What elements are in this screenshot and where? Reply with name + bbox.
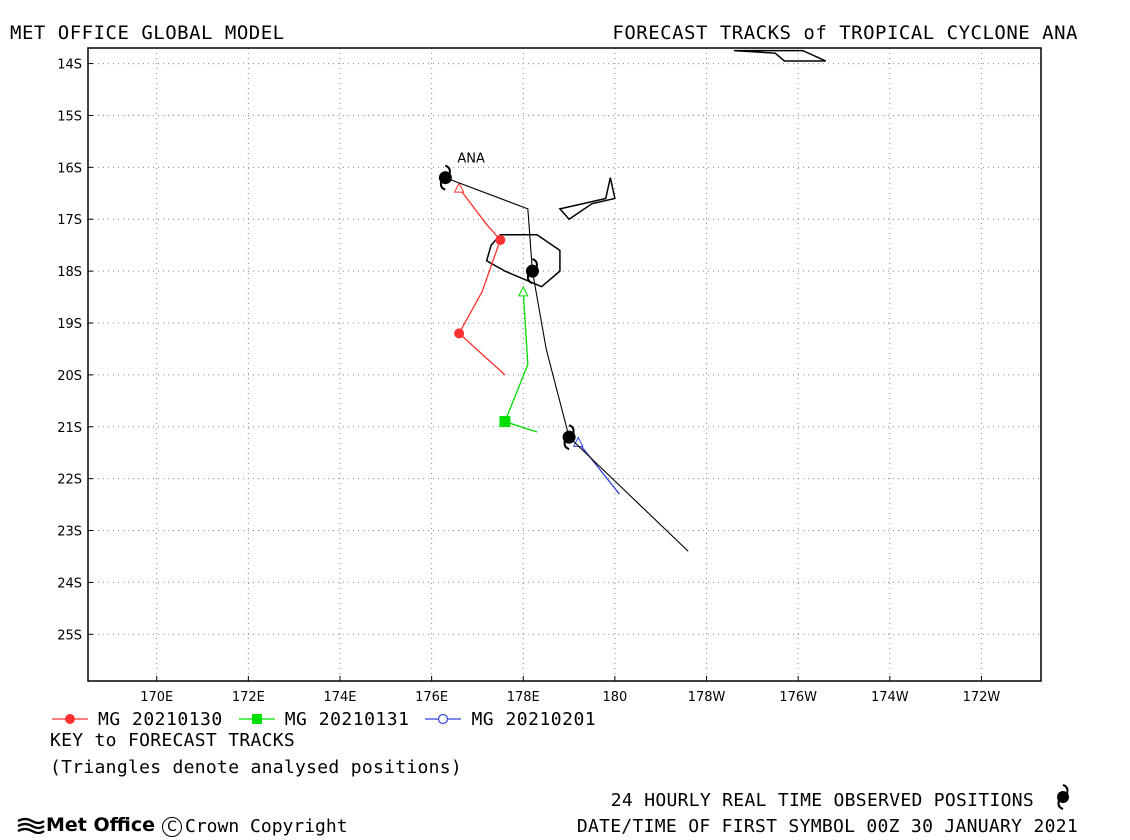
green-square-marker-icon [238, 714, 275, 724]
legend-item-mg20210131: MG 20210131 [237, 709, 410, 730]
legend: MG 20210130 MG 20210131 MG 20210201 [50, 708, 610, 730]
forecast-square-marker [499, 416, 511, 428]
key-note: (Triangles denote analysed positions) [50, 757, 463, 778]
observed-track-line [445, 177, 689, 552]
copyright: C Crown Copyright [162, 816, 348, 837]
lat-label: 18S [57, 265, 82, 280]
storm-name-label: ANA [457, 152, 485, 167]
track-map: ANA 14S 15S 16S 17S 18S 19S 20S 21S 22S 23S 24S 25S… [57, 47, 1042, 705]
header-left-title: MET OFFICE GLOBAL MODEL [10, 22, 285, 44]
lon-label: 178W [688, 690, 726, 705]
lon-label: 176E [415, 690, 448, 705]
grid-lines [88, 48, 1041, 681]
islands [485, 49, 826, 288]
forecast-circle-marker [495, 234, 506, 245]
cyclone-symbol-icon [438, 164, 452, 191]
forecast-track-line [458, 187, 506, 376]
lat-label: 21S [57, 421, 82, 436]
island-outline [558, 177, 616, 221]
cyclone-symbol-icon [562, 424, 576, 451]
lon-label: 180 [602, 690, 627, 705]
lat-label: 17S [57, 213, 82, 228]
forecast-track-line [577, 441, 620, 495]
cyclone-center [562, 430, 576, 444]
lat-label: 15S [57, 109, 82, 124]
lat-label: 19S [57, 317, 82, 332]
lon-label: 174W [871, 690, 909, 705]
lon-label: 172W [963, 690, 1001, 705]
forecast-tracks [453, 181, 620, 495]
lat-label: 23S [57, 525, 82, 540]
copyright-symbol-icon: C [162, 817, 182, 837]
cyclone-symbol-icon [525, 258, 539, 285]
island-outline [733, 49, 826, 62]
observed-track: ANA [438, 152, 689, 552]
met-office-waves-icon [17, 817, 45, 834]
observed-positions-note: 24 HOURLY REAL TIME OBSERVED POSITIONS [610, 790, 1034, 811]
cyclone-symbol-icon [1057, 784, 1069, 810]
lon-label: 170E [140, 690, 173, 705]
copyright-text: Crown Copyright [185, 816, 348, 837]
cyclone-center [525, 264, 539, 278]
cyclone-center [438, 171, 452, 185]
lon-label: 176W [779, 690, 817, 705]
legend-item-mg20210201: MG 20210201 [423, 709, 596, 730]
analysed-triangle-marker [517, 285, 529, 297]
blue-open-circle-marker-icon [425, 713, 462, 725]
lon-label: 174E [323, 690, 356, 705]
header-right-title: FORECAST TRACKS of TROPICAL CYCLONE ANA [612, 22, 1078, 44]
lat-label: 24S [57, 576, 82, 591]
first-symbol-datetime: DATE/TIME OF FIRST SYMBOL 00Z 30 JANUARY… [576, 816, 1078, 837]
lat-label: 25S [57, 628, 82, 643]
legend-label: MG 20210130 [98, 708, 223, 730]
lat-label: 16S [57, 161, 82, 176]
axis-labels: 14S 15S 16S 17S 18S 19S 20S 21S 22S 23S 24S 25S 170E… [57, 58, 1000, 705]
lon-label: 178E [507, 690, 540, 705]
lat-label: 14S [57, 58, 82, 73]
forecast-circle-marker [454, 328, 465, 339]
legend-item-mg20210130: MG 20210130 [50, 709, 223, 730]
analysed-triangle-marker [453, 181, 465, 193]
legend-label: MG 20210131 [284, 708, 410, 730]
legend-label: MG 20210201 [471, 708, 597, 730]
lon-label: 172E [232, 690, 265, 705]
lat-label: 20S [57, 369, 82, 384]
lat-label: 22S [57, 473, 82, 488]
met-office-logo: Met Office [16, 814, 155, 836]
forecast-track-line [504, 291, 538, 433]
brand-name: Met Office [46, 814, 155, 836]
uncertainty-outline [485, 234, 561, 288]
map-frame [87, 47, 1042, 682]
key-title: KEY to FORECAST TRACKS [50, 730, 296, 751]
red-circle-marker-icon [52, 714, 88, 724]
